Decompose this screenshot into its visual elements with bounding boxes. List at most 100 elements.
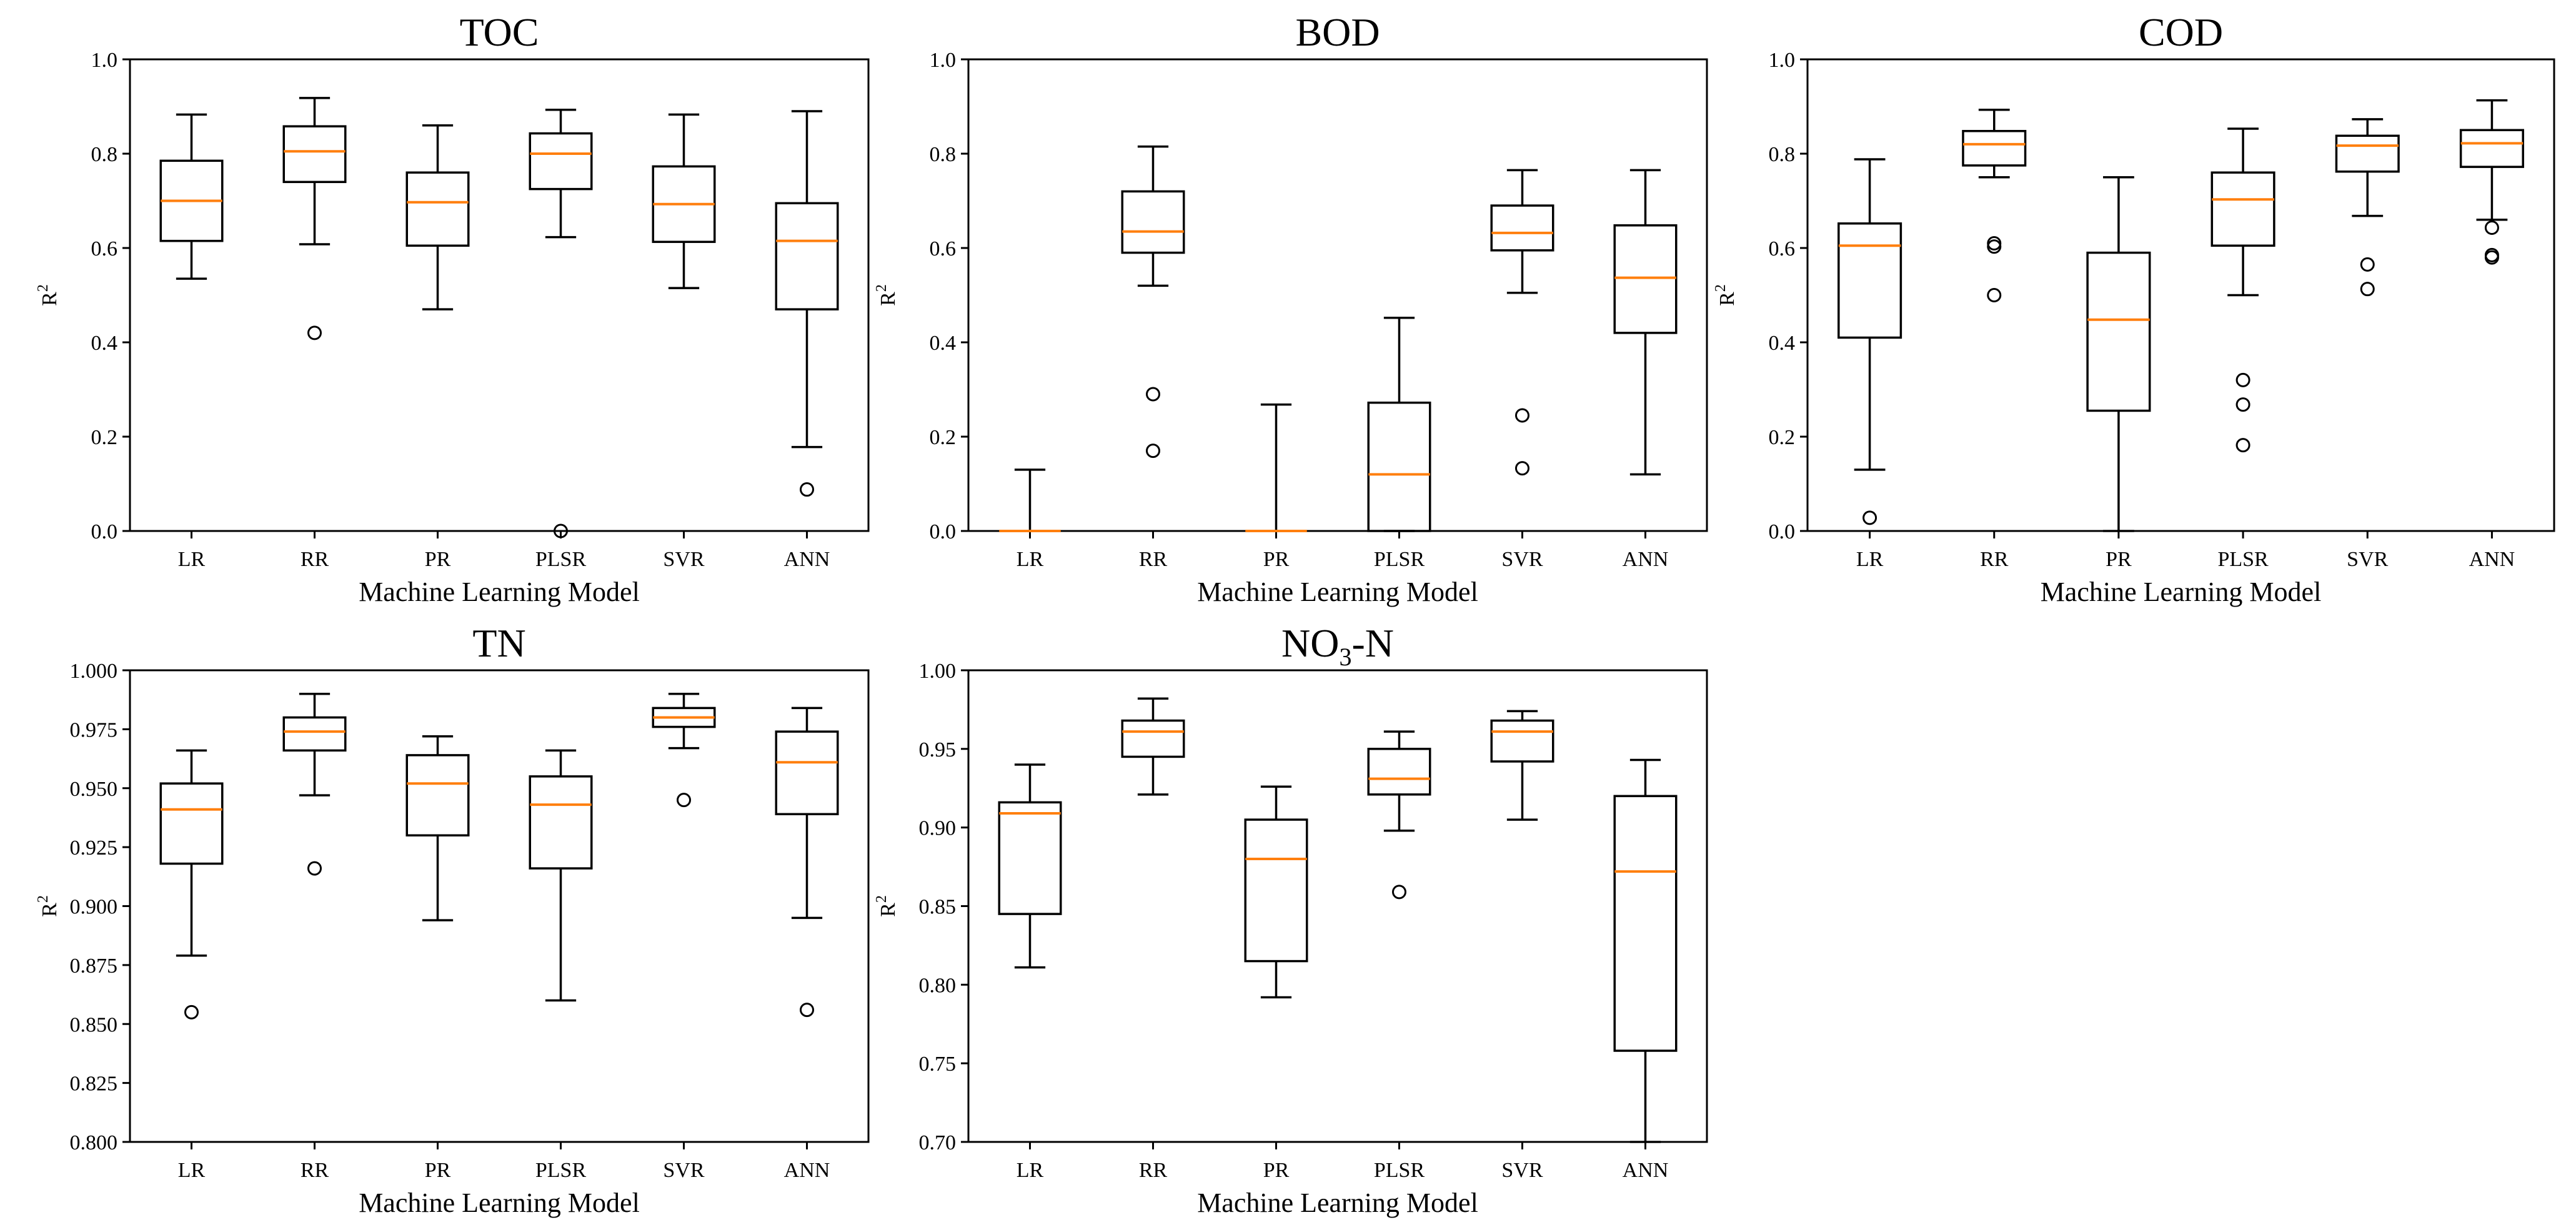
box-iqr xyxy=(775,730,839,816)
box-iqr xyxy=(1490,204,1554,252)
box-iqr xyxy=(1121,190,1185,254)
outlier-point xyxy=(1146,387,1160,402)
x-tick-label: PR xyxy=(1263,1159,1290,1182)
box-lr xyxy=(1838,158,1902,525)
y-tick-label: 0.8 xyxy=(91,143,118,166)
y-tick-label: 0.6 xyxy=(91,237,118,260)
x-tick-label: LR xyxy=(1017,1159,1044,1182)
box-pr xyxy=(405,124,470,310)
y-axis-label-text: R xyxy=(38,903,61,917)
x-tick-label: ANN xyxy=(784,548,830,571)
y-tick-label: 0.4 xyxy=(91,332,118,355)
chart-title: TOC xyxy=(460,10,539,54)
plot-frame xyxy=(967,58,1708,532)
outlier-point xyxy=(800,1003,814,1018)
chart-panel-no: NO3-N 0.70 0.75 0.80 0.85 0.90 0.95 1.00 R2 LR RR P… xyxy=(873,621,1708,1218)
y-tick-label: 0.0 xyxy=(91,520,118,543)
box-rr xyxy=(1121,697,1185,796)
box-iqr xyxy=(529,775,593,870)
chart-title: TN xyxy=(472,621,525,665)
y-tick-label: 0.875 xyxy=(70,955,118,978)
y-tick-label: 1.00 xyxy=(919,660,957,683)
box-ann xyxy=(1613,169,1678,476)
box-plsr xyxy=(529,749,593,1002)
box-pr xyxy=(1244,785,1308,999)
outlier-point xyxy=(1146,444,1160,459)
y-tick-label: 0.800 xyxy=(70,1131,118,1154)
chart-title: BOD xyxy=(1295,10,1380,54)
y-axis-label: R2 xyxy=(1713,284,1739,306)
y-tick-label: 1.000 xyxy=(70,660,118,683)
box-plsr xyxy=(529,109,593,538)
y-tick-label: 0.6 xyxy=(1769,237,1796,260)
x-tick-label: SVR xyxy=(1501,1159,1543,1182)
box-rr xyxy=(282,97,347,340)
box-iqr xyxy=(1367,401,1431,532)
box-iqr xyxy=(1121,719,1185,758)
y-tick-label: 0.975 xyxy=(70,718,118,741)
box-iqr xyxy=(1613,795,1678,1052)
outlier-point xyxy=(1515,461,1529,476)
outlier-point xyxy=(677,793,691,808)
plot-frame xyxy=(967,669,1708,1143)
box-iqr xyxy=(1613,224,1678,334)
x-tick-label: PR xyxy=(425,548,451,571)
x-tick-label: ANN xyxy=(2469,548,2515,571)
box-iqr xyxy=(1244,818,1308,963)
box-pr xyxy=(1245,403,1307,532)
box-svr xyxy=(652,693,716,808)
x-tick-label: SVR xyxy=(663,548,704,571)
outlier-point xyxy=(1392,885,1406,900)
box-svr xyxy=(1490,169,1554,476)
x-tick-label: RR xyxy=(1980,548,2009,571)
chart-panel-bod: BOD 0.0 0.2 0.4 0.6 0.8 1.0 R2 LR RR PR PLSR SVR ANN M… xyxy=(873,10,1708,607)
box-iqr xyxy=(2335,134,2400,173)
y-tick-label: 0.950 xyxy=(70,778,118,801)
box-iqr xyxy=(775,202,839,310)
y-axis-label: R2 xyxy=(35,895,61,917)
x-tick-label: PR xyxy=(1263,548,1290,571)
outlier-point xyxy=(2235,397,2250,412)
y-tick-label: 0.95 xyxy=(919,738,957,761)
box-iqr xyxy=(1838,222,1902,339)
box-lr xyxy=(159,749,224,1019)
outlier-point xyxy=(307,861,322,876)
box-ann xyxy=(775,707,839,1018)
y-tick-label: 0.75 xyxy=(919,1053,957,1076)
y-axis-label: R2 xyxy=(873,895,900,917)
box-rr xyxy=(1121,145,1185,459)
y-tick-label: 0.85 xyxy=(919,896,957,919)
x-tick-label: PLSR xyxy=(2217,548,2269,571)
outlier-point xyxy=(184,1004,199,1019)
box-rr xyxy=(282,693,347,876)
y-tick-label: 0.850 xyxy=(70,1013,118,1036)
outlier-point xyxy=(2235,438,2250,453)
chart-title: NO3-N xyxy=(1281,621,1394,671)
outlier-point xyxy=(2360,282,2375,297)
box-lr xyxy=(159,113,224,280)
outlier-point xyxy=(1515,408,1529,423)
y-tick-label: 0.6 xyxy=(930,237,957,260)
x-tick-label: SVR xyxy=(1501,548,1543,571)
y-tick-label: 0.8 xyxy=(1769,143,1796,166)
x-tick-label: LR xyxy=(178,548,206,571)
outlier-point xyxy=(1987,288,2002,302)
outlier-point xyxy=(800,482,814,497)
y-axis-label-superscript: 2 xyxy=(1713,284,1729,292)
chart-panel-cod: COD 0.0 0.2 0.4 0.6 0.8 1.0 R2 LR RR PR PLSR SVR ANN M… xyxy=(1713,10,2555,607)
x-tick-label: RR xyxy=(301,1159,329,1182)
x-axis-label: Machine Learning Model xyxy=(2041,577,2322,607)
y-tick-label: 1.0 xyxy=(91,49,118,72)
x-tick-label: ANN xyxy=(1623,1159,1669,1182)
box-iqr xyxy=(2210,171,2275,247)
box-plsr xyxy=(1367,730,1431,900)
y-tick-label: 0.825 xyxy=(70,1073,118,1096)
box-svr xyxy=(1490,710,1554,821)
plot-frame xyxy=(129,669,870,1143)
chart-title-text: TN xyxy=(472,621,525,665)
y-axis-label-superscript: 2 xyxy=(35,895,51,903)
y-axis-label-superscript: 2 xyxy=(35,284,51,292)
chart-title-subscript: 3 xyxy=(1339,643,1351,671)
y-tick-label: 1.0 xyxy=(930,49,957,72)
